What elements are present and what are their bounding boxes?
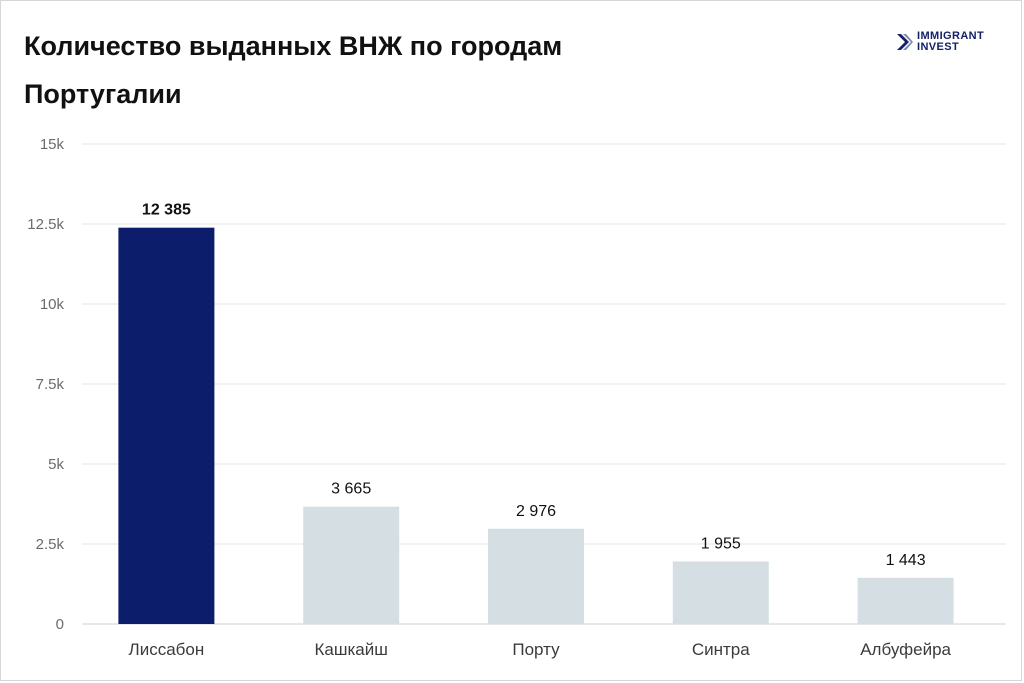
y-tick-label: 0 (56, 616, 64, 633)
data-label: 1 443 (886, 552, 926, 569)
y-tick-label: 2.5k (36, 536, 65, 553)
y-tick-label: 10k (40, 296, 65, 313)
logo-line-1: IMMIGRANT (917, 30, 985, 42)
bar (303, 506, 400, 624)
category-label: Лиссабон (129, 640, 205, 659)
chart-title: Количество выданных ВНЖ по городам Порту… (24, 31, 563, 109)
bar (488, 528, 584, 624)
y-tick-label: 15k (40, 136, 65, 153)
logo-text: IMMIGRANT INVEST (917, 31, 984, 53)
bar (857, 577, 954, 624)
data-label: 2 976 (516, 503, 556, 520)
logo-chevron-icon (897, 34, 913, 50)
bar (672, 561, 769, 624)
category-label: Албуфейра (860, 640, 951, 659)
category-label: Порту (512, 640, 560, 659)
bar (118, 227, 215, 624)
data-label: 12 385 (142, 202, 191, 219)
logo-line-2: INVEST (917, 41, 960, 53)
category-label: Кашкайш (314, 640, 387, 659)
category-label: Синтра (692, 640, 750, 659)
data-label: 1 955 (701, 535, 741, 552)
brand-logo: IMMIGRANT INVEST (895, 31, 984, 53)
y-tick-label: 12.5k (27, 216, 64, 233)
y-tick-label: 7.5k (36, 376, 65, 393)
y-tick-label: 5k (48, 456, 64, 473)
data-label: 3 665 (331, 481, 371, 498)
